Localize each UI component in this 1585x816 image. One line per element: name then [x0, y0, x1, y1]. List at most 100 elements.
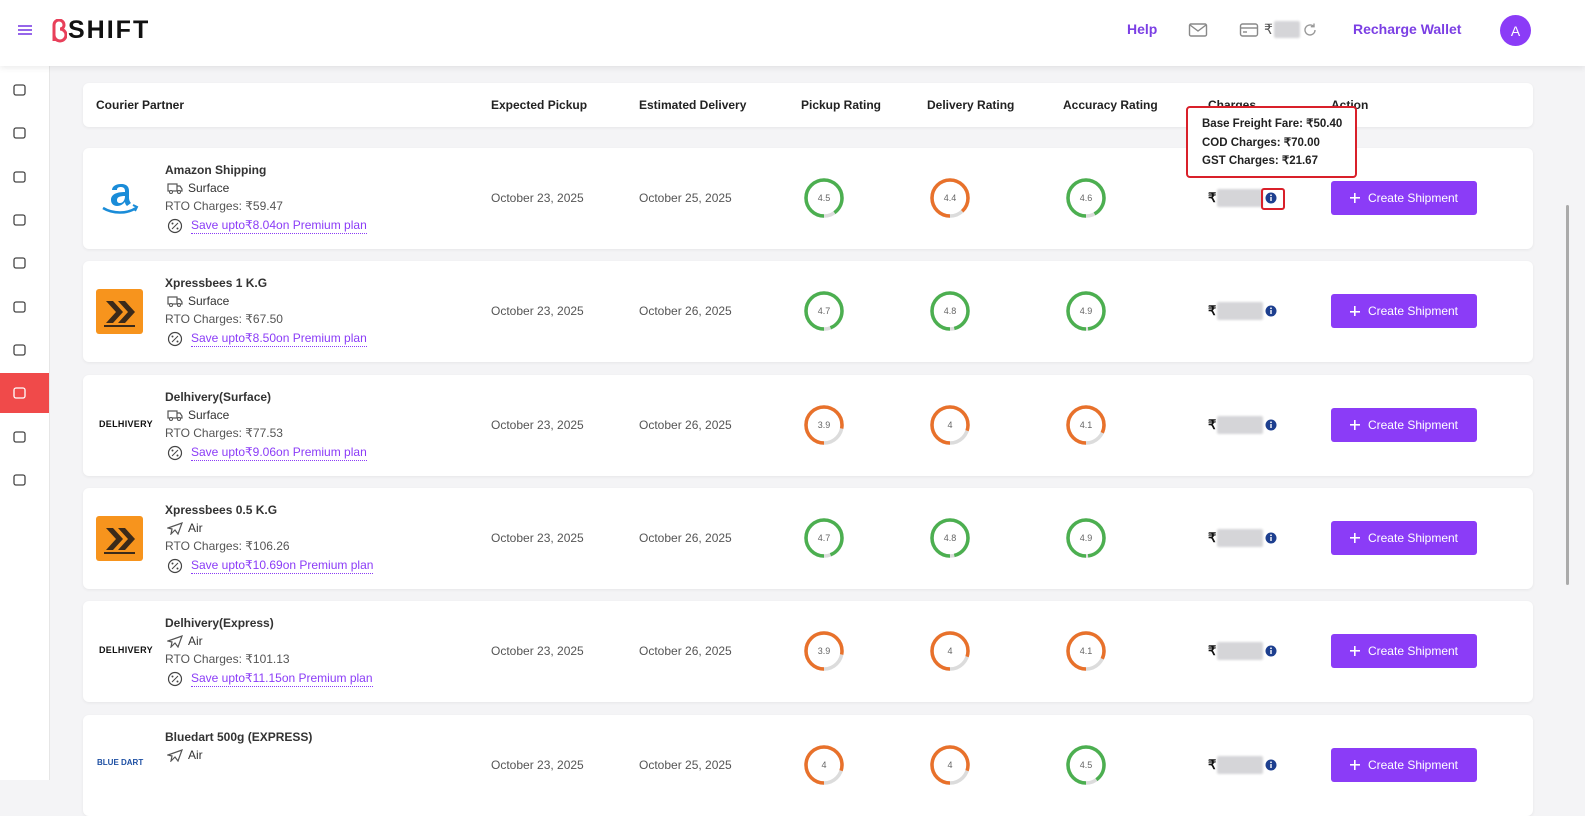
charge-hidden	[1217, 189, 1263, 207]
premium-save-link[interactable]: Save upto₹8.04on Premium plan	[191, 218, 367, 234]
mode-icon	[167, 409, 183, 421]
shipping-mode: Air	[188, 520, 203, 535]
rto-charges: RTO Charges: ₹59.47	[165, 199, 283, 213]
mode-icon	[167, 521, 183, 535]
rating-arc	[1066, 404, 1106, 445]
charge-currency: ₹	[1208, 756, 1217, 772]
rating-gauge	[1066, 404, 1106, 445]
delhivery-logo: DELHIVERY	[99, 645, 153, 656]
info-icon	[1265, 192, 1277, 204]
premium-save-link[interactable]: Save upto₹10.69on Premium plan	[191, 557, 374, 574]
rating-arc	[804, 178, 844, 218]
nav-icon[interactable]	[13, 84, 26, 96]
info-icon	[1265, 759, 1277, 770]
rating-gauge	[930, 631, 970, 671]
nav-icon[interactable]	[13, 127, 26, 139]
discount-icon	[167, 445, 183, 460]
rating-gauge	[930, 518, 970, 558]
column-header: Courier Partner	[96, 98, 185, 112]
rating-value: 4.1	[1079, 646, 1093, 657]
rating-gauge	[1066, 291, 1106, 332]
nav-icon[interactable]	[13, 344, 26, 356]
charge-hidden	[1217, 642, 1263, 661]
courier-row	[83, 261, 1533, 363]
rating-arc	[804, 631, 844, 671]
rating-gauge	[930, 178, 970, 218]
discount-icon	[167, 558, 183, 573]
plus-icon	[1349, 532, 1360, 543]
mode-icon	[167, 296, 183, 308]
rating-arc	[930, 404, 970, 445]
wallet-icon	[1239, 23, 1259, 37]
rating-value: 3.9	[817, 646, 831, 657]
rating-value: 4.7	[817, 532, 831, 543]
nav-icon[interactable]	[13, 257, 26, 269]
premium-save-link[interactable]: Save upto₹9.06on Premium plan	[191, 444, 367, 461]
charge-currency: ₹	[1208, 190, 1217, 205]
rating-arc	[1066, 291, 1106, 332]
refresh-icon[interactable]	[1302, 22, 1318, 38]
charge-currency: ₹	[1208, 303, 1217, 319]
charge-hidden	[1217, 415, 1263, 434]
create-shipment-button[interactable]: Create Shipment	[1331, 407, 1477, 442]
nav-icon[interactable]	[13, 387, 26, 399]
button-label: Create Shipment	[1367, 304, 1459, 319]
button-label: Create Shipment	[1367, 417, 1459, 432]
courier-name: Amazon Shipping	[165, 163, 267, 177]
info-icon	[1265, 532, 1277, 544]
create-shipment-button[interactable]: Create Shipment	[1331, 747, 1477, 782]
rating-arc	[930, 518, 970, 558]
rating-arc	[930, 631, 970, 671]
delhivery-logo: DELHIVERY	[99, 418, 153, 429]
column-header: Accuracy Rating	[1063, 98, 1158, 112]
discount-icon	[167, 218, 183, 234]
avatar[interactable]: A	[1500, 15, 1531, 46]
mail-icon[interactable]	[1188, 22, 1208, 38]
estimated-delivery: October 25, 2025	[639, 191, 732, 205]
xpressbees-logo	[96, 515, 143, 561]
premium-save-link[interactable]: Save upto₹11.15on Premium plan	[191, 671, 373, 688]
charge-currency: ₹	[1208, 643, 1217, 659]
plus-icon	[1349, 759, 1360, 770]
rating-value: 4	[947, 646, 953, 657]
mode-icon	[167, 635, 183, 649]
rating-value: 4	[947, 419, 953, 430]
recharge-wallet[interactable]: Recharge Wallet	[1353, 21, 1462, 37]
shipping-mode: Surface	[188, 294, 230, 309]
column-header: Expected Pickup	[491, 98, 588, 112]
button-label: Create Shipment	[1367, 191, 1459, 205]
nav-icon[interactable]	[13, 214, 26, 226]
amazon-logo	[102, 184, 139, 214]
courier-name: Bluedart 500g (EXPRESS)	[165, 729, 313, 744]
tooltip-line: GST Charges: ₹21.67	[1202, 155, 1318, 167]
rto-charges: RTO Charges: ₹101.13	[165, 652, 290, 667]
courier-name: Delhivery(Express)	[165, 616, 274, 631]
rto-charges: RTO Charges: ₹106.26	[165, 538, 290, 553]
menu-icon[interactable]	[17, 23, 33, 37]
discount-icon	[167, 672, 183, 687]
premium-save-link[interactable]: Save upto₹8.50on Premium plan	[191, 331, 367, 348]
rating-value: 4.5	[817, 193, 831, 203]
rating-gauge	[930, 404, 970, 445]
rating-value: 4.7	[817, 306, 831, 317]
nav-icon[interactable]	[13, 301, 26, 313]
charge-hidden	[1217, 302, 1263, 321]
wallet-amount-hidden	[1274, 21, 1300, 38]
expected-pickup: October 23, 2025	[491, 757, 584, 772]
help-link[interactable]: Help	[1127, 21, 1158, 37]
estimated-delivery: October 26, 2025	[639, 530, 732, 545]
nav-icon[interactable]	[13, 431, 26, 443]
nav-icon[interactable]	[13, 171, 26, 183]
xpressbees-logo	[96, 289, 143, 335]
charge-currency: ₹	[1208, 529, 1217, 545]
create-shipment-button[interactable]: Create Shipment	[1331, 294, 1477, 329]
bluedart-logo: BLUE DART	[97, 757, 144, 767]
shipping-mode: Air	[188, 747, 203, 762]
estimated-delivery: October 26, 2025	[639, 644, 732, 659]
create-shipment-button[interactable]: Create Shipment	[1331, 181, 1477, 215]
create-shipment-button[interactable]: Create Shipment	[1331, 520, 1477, 555]
info-icon	[1265, 419, 1277, 431]
nav-icon[interactable]	[13, 474, 26, 486]
create-shipment-button[interactable]: Create Shipment	[1331, 634, 1477, 669]
nav-icons[interactable]	[0, 66, 49, 780]
